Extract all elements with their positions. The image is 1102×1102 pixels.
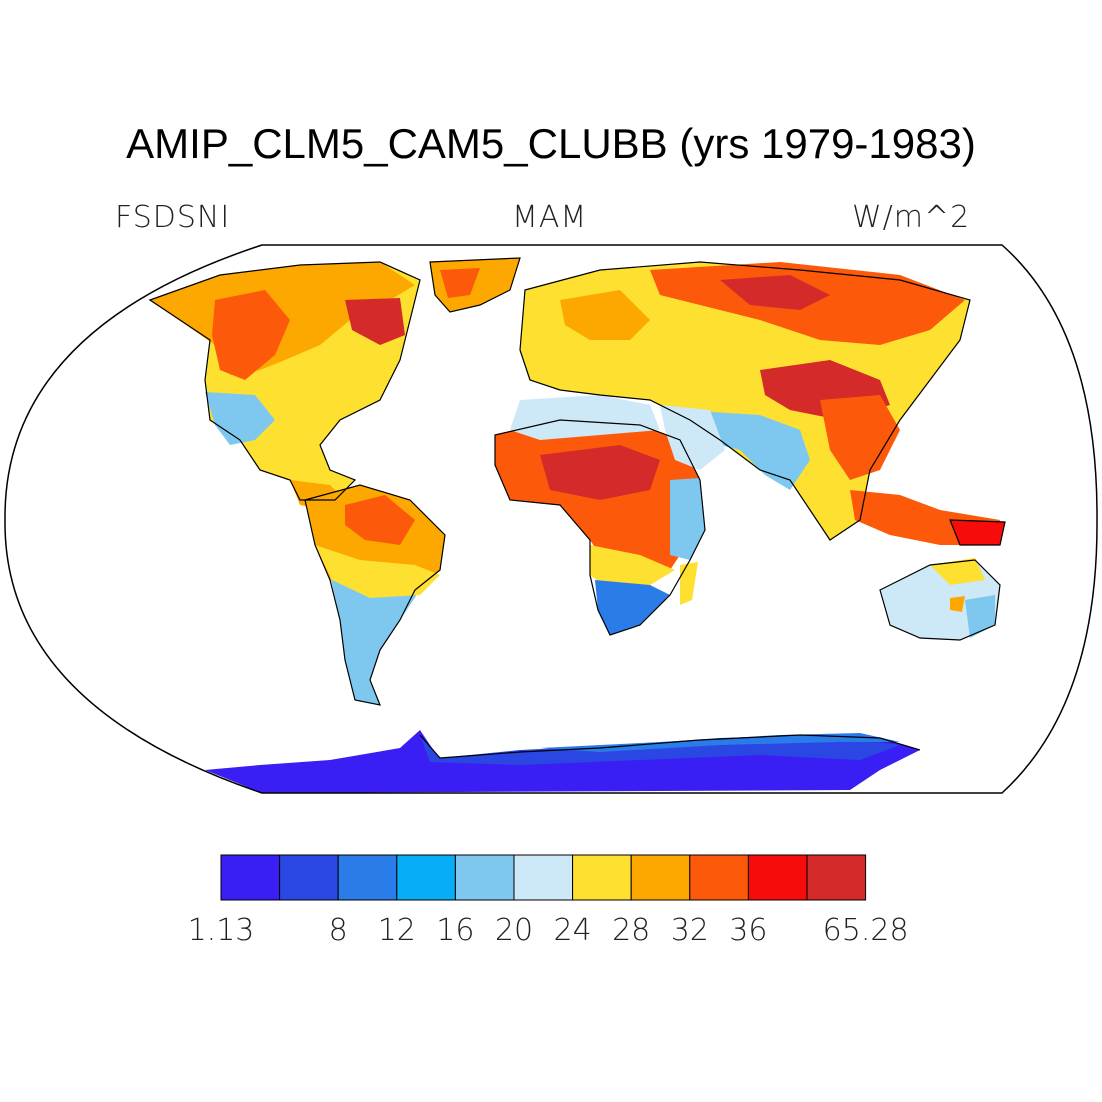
australia-north-warm (930, 558, 985, 585)
us-south-cool (205, 392, 275, 445)
colorbar-tick-label: 28 (612, 913, 650, 948)
new-guinea-hot (950, 520, 1005, 545)
southern-africa (590, 545, 675, 590)
north-america-hot (212, 290, 290, 380)
colorbar-box (220, 854, 281, 901)
south-america-south (330, 575, 420, 705)
colorbar-box (513, 854, 574, 901)
europe-warm (560, 290, 650, 340)
colorbar-tick-label: 65.28 (823, 913, 909, 948)
australia-warm-spot (950, 596, 965, 612)
greenland-core (440, 268, 480, 298)
colorbar-box (630, 854, 691, 901)
south-africa-cool (595, 580, 670, 635)
colorbar-tick-label: 20 (495, 913, 533, 948)
colorbar-box (806, 854, 867, 901)
siberia-core (720, 275, 830, 310)
units-label: W/m^2 (852, 200, 971, 235)
china-hot (820, 395, 900, 480)
east-africa-cool (670, 478, 705, 560)
north-africa-cool (510, 395, 660, 440)
colorbar-tick-label: 36 (729, 913, 767, 948)
colorbar-tick-label: 24 (554, 913, 592, 948)
colorbar-tick-label: 1.13 (188, 913, 255, 948)
canada-east-hot (345, 298, 405, 345)
colorbar-tick-label: 8 (329, 913, 348, 948)
antarctica-edge (540, 733, 900, 752)
colorbar-box (689, 854, 749, 901)
colorbar-box (747, 854, 808, 901)
colorbar-box (279, 854, 339, 901)
colorbar-box (572, 854, 632, 901)
colorbar-tick-label: 16 (436, 913, 474, 948)
map-title: AMIP_CLM5_CAM5_CLUBB (yrs 1979-1983) (126, 120, 976, 167)
madagascar (680, 562, 698, 605)
middle-east (660, 405, 725, 470)
globe-outline (4, 244, 1098, 794)
season-label: MAM (512, 200, 588, 235)
colorbar-tick-label: 12 (378, 913, 416, 948)
south-america-hot (345, 495, 415, 545)
australia-east-cool (965, 595, 995, 638)
colorbar-tick-label: 32 (671, 913, 709, 948)
colorbar-box (337, 854, 398, 901)
south-america-yellow (315, 545, 440, 598)
colorbar-box (454, 854, 515, 901)
colorbar-box (396, 854, 456, 901)
variable-label: FSDSNI (115, 200, 231, 235)
coastlines (148, 257, 1006, 759)
sahara-hot (540, 445, 660, 500)
